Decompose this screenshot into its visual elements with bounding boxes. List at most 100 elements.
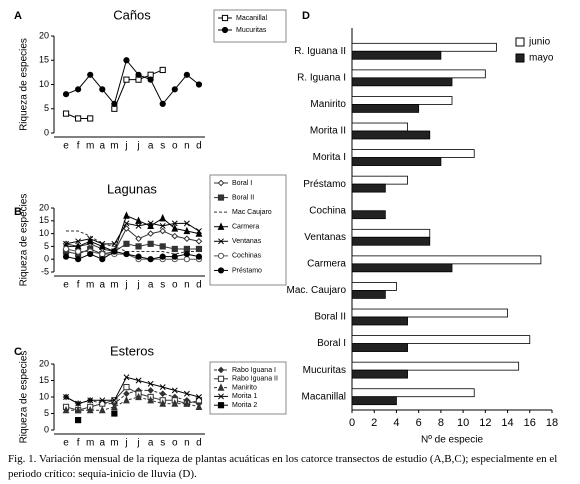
x-tick-label: 2 [371,417,377,429]
marker [171,253,178,260]
y-tick-label: 0 [44,424,49,434]
x-tick-label: 18 [546,417,558,429]
x-tick-label: j [136,141,139,152]
y-axis-label: Riqueza de especies [19,351,30,444]
bar [351,122,408,132]
series-line [65,222,200,245]
marker [217,383,225,391]
marker [195,253,203,260]
marker [62,405,70,414]
marker [87,115,94,122]
marker [218,238,224,245]
x-tick-label: m [86,280,94,291]
marker [135,377,142,384]
x-tick-label: j [124,438,127,449]
marker [171,86,178,93]
bar [351,210,386,220]
marker [183,250,190,258]
x-tick-label: m [86,141,94,152]
marker [147,230,154,237]
x-tick-label: a [100,438,106,449]
x-tick-label: d [196,438,202,449]
x-tick-label: n [184,141,190,152]
legend-swatch [515,37,525,47]
marker [159,227,167,235]
y-tick-label: 20 [39,202,49,212]
y-tick-label: 10 [39,391,49,401]
marker [111,397,118,404]
bar [351,255,542,265]
series-line [65,250,200,260]
marker [75,400,82,407]
x-tick-label: a [148,438,154,449]
panel-letter: D [302,10,310,22]
legend-label: Rabo Iguana II [232,376,278,383]
marker [171,245,178,253]
marker [217,366,225,374]
marker [123,384,130,391]
marker [196,228,202,234]
marker [217,194,225,201]
legend-label: Morita 1 [232,393,257,400]
marker [63,240,69,247]
marker [221,26,229,34]
x-tick-label: 0 [349,417,355,429]
marker [217,252,225,259]
marker [171,399,179,407]
bar [351,290,386,299]
bar [351,175,408,185]
marker [147,387,154,394]
marker [183,256,190,263]
marker [183,71,190,78]
series-line [66,230,199,255]
x-tick-label: 4 [393,417,399,429]
marker [99,86,106,93]
y-tick-label: 20 [39,358,49,368]
bar [351,69,486,79]
marker [195,402,203,410]
marker [98,242,106,250]
bar [351,335,531,344]
marker [62,253,70,260]
legend-swatch [515,53,525,63]
marker [147,240,154,247]
marker [75,417,82,424]
y-tick-label: 0 [44,254,49,264]
legend-label: junio [528,37,551,48]
legend-box [209,174,287,286]
marker [123,57,130,64]
marker [123,211,130,219]
y-tick-label: Boral I [317,338,346,349]
marker [195,237,203,245]
y-tick-label: Boral II [314,312,346,323]
marker [147,76,154,83]
marker [217,375,225,382]
marker [183,390,190,397]
marker [195,229,203,237]
x-tick-label: n [184,438,190,449]
marker [62,110,70,117]
x-tick-label: m [110,438,118,449]
bar [351,308,508,318]
y-tick-label: Cochina [309,205,346,216]
bar [351,104,420,113]
x-tick-label: a [100,141,106,152]
caption: Fig. 1. Variación mensual de la riqueza … [8,453,558,480]
x-tick-label: e [63,438,69,449]
y-tick-label: 0 [44,127,49,137]
marker [159,243,166,250]
series-line [65,389,200,405]
marker [123,220,130,227]
marker [75,86,82,93]
bar [351,236,431,246]
y-tick-label: Manirito [310,99,346,110]
x-tick-label: f [77,438,80,449]
bar [351,388,475,398]
bar [351,130,431,140]
y-axis-label: Riqueza de especies [19,194,30,287]
legend-label: Ventanas [232,238,262,245]
marker [171,224,179,232]
y-tick-label: Macanillal [302,391,346,402]
y-tick-label: 5 [44,103,49,113]
